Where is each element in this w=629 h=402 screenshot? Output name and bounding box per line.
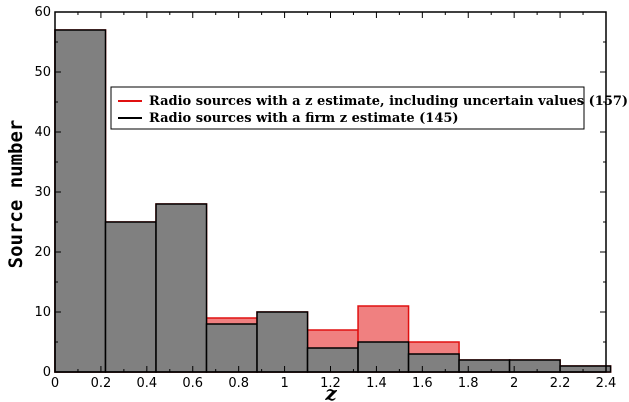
x-tick-label: 0	[51, 376, 59, 391]
x-tick-label: 0.6	[182, 376, 203, 391]
bar-firm-2	[155, 203, 208, 373]
y-tick-label: 30	[34, 185, 51, 200]
legend-label-uncertain: Radio sources with a z estimate, includi…	[149, 94, 628, 109]
y-tick-label: 40	[34, 125, 51, 140]
x-tick-label: 1.8	[458, 376, 479, 391]
legend: Radio sources with a z estimate, includi…	[110, 86, 628, 130]
legend-box	[110, 86, 585, 130]
x-axis-ticks: 0 0.2 0.4 0.6 0.8 1 1.2 1.4 1.6 1.8 2 2.2 2.4	[51, 12, 616, 391]
x-tick-label: 2.4	[596, 376, 617, 391]
bar-firm-5	[306, 347, 359, 373]
y-tick-label: 50	[34, 65, 51, 80]
bar-firm-4	[256, 311, 309, 373]
x-tick-label: 0.4	[136, 376, 157, 391]
y-axis-ticks: 0 10 20 30 40 50 60	[34, 5, 606, 380]
bar-firm-1	[104, 221, 157, 373]
bar-firm-7	[407, 353, 460, 373]
bar-firm-0	[54, 29, 107, 373]
y-axis-label: Source number	[5, 120, 27, 269]
bar-firm-9	[508, 359, 561, 373]
bar-firm-10	[559, 365, 612, 373]
bar-firm-8	[458, 359, 511, 373]
x-tick-label: 2.2	[550, 376, 571, 391]
y-tick-label: 10	[34, 305, 51, 320]
legend-label-firm: Radio sources with a firm z estimate (14…	[149, 111, 459, 126]
y-tick-label: 60	[34, 5, 51, 20]
x-tick-label: 1.6	[412, 376, 433, 391]
x-tick-label: 2	[510, 376, 518, 391]
y-tick-label: 20	[34, 245, 51, 260]
bar-firm-6	[357, 341, 410, 373]
bar-firm-3	[205, 323, 258, 373]
y-tick-label: 0	[43, 365, 51, 380]
bars-firm-series	[54, 29, 612, 373]
x-tick-label: 0.8	[228, 376, 249, 391]
x-tick-label: 1	[280, 376, 288, 391]
x-tick-label: 0.2	[91, 376, 112, 391]
x-tick-label: 1.2	[320, 376, 341, 391]
x-axis-label: z	[324, 381, 337, 402]
x-tick-label: 1.4	[366, 376, 387, 391]
